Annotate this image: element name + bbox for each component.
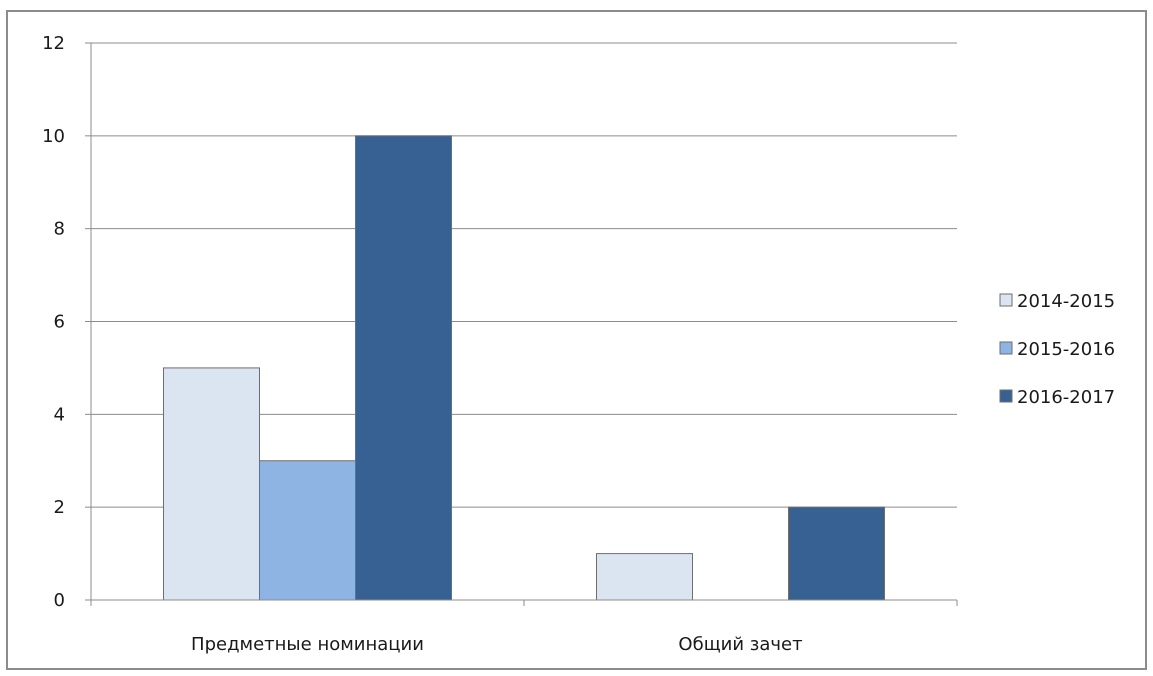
y-tick-label: 6 [54, 312, 65, 333]
y-tick-label: 4 [54, 404, 65, 425]
category-labels: Предметные номинации Общий зачет [191, 634, 803, 655]
bar [355, 135, 452, 601]
y-tick-labels: 0 2 4 6 8 10 12 [42, 33, 65, 611]
y-tick-label: 2 [54, 497, 65, 518]
legend-label: 2016-2017 [1017, 387, 1115, 408]
bar [596, 553, 693, 601]
legend-swatch [999, 293, 1013, 307]
bars [163, 135, 885, 601]
bar [163, 367, 260, 601]
legend-swatch [999, 389, 1013, 403]
legend-label: 2015-2016 [1017, 339, 1115, 360]
y-tick-label: 8 [54, 219, 65, 240]
y-tick-label: 10 [42, 126, 65, 147]
y-tick-label: 0 [54, 590, 65, 611]
axes [85, 42, 958, 606]
y-tick-label: 12 [42, 33, 65, 54]
category-label: Предметные номинации [191, 634, 424, 655]
bar [259, 460, 356, 601]
bar [788, 506, 885, 601]
category-label: Общий зачет [678, 634, 802, 655]
legend-swatch [999, 341, 1013, 355]
legend-label: 2014-2015 [1017, 291, 1115, 312]
legend: 2014-2015 2015-2016 2016-2017 [999, 291, 1115, 408]
